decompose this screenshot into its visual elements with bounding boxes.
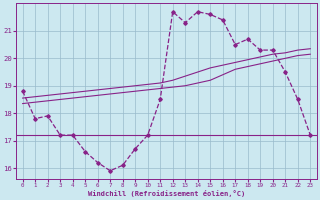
X-axis label: Windchill (Refroidissement éolien,°C): Windchill (Refroidissement éolien,°C) bbox=[88, 190, 245, 197]
